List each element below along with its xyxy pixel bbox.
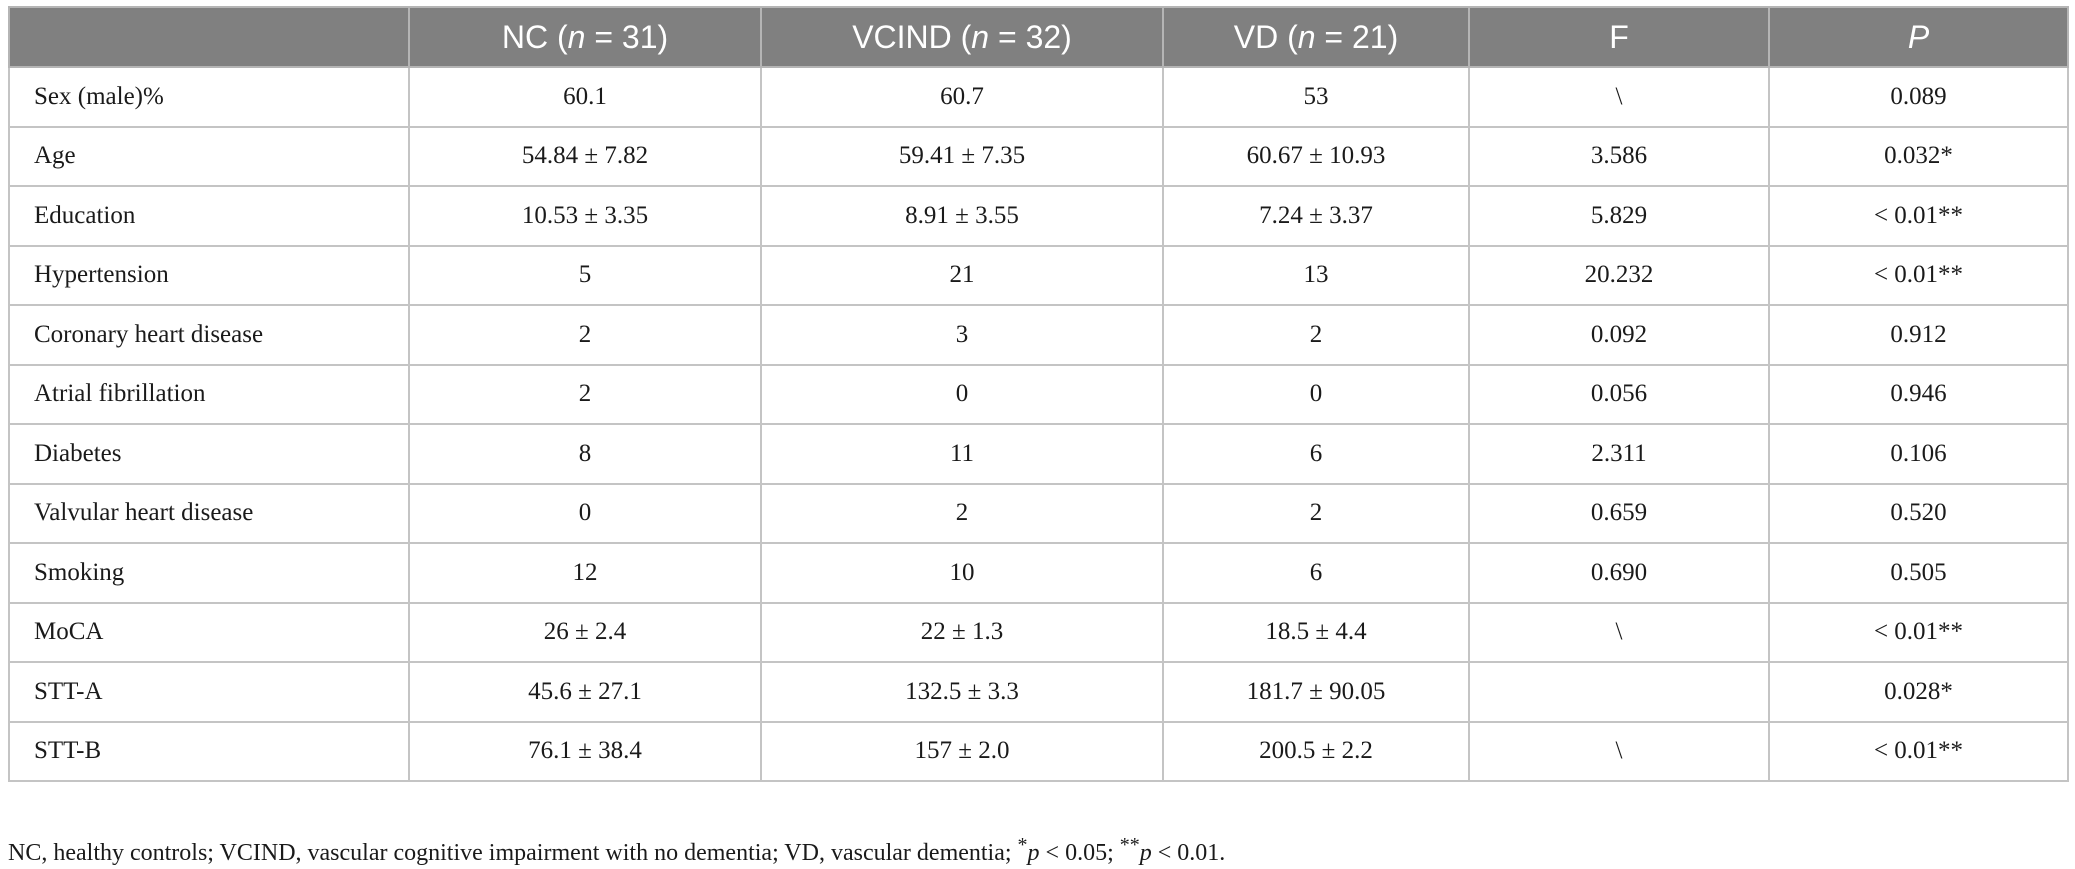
cell-vcind: 22 ± 1.3 [760, 601, 1164, 663]
cell-vcind: 59.41 ± 7.35 [760, 125, 1164, 187]
table-row: Atrial fibrillation 2 0 0 0.056 0.946 [8, 363, 2069, 425]
characteristics-table: NC (n = 31) VCIND (n = 32) VD (n = 21) F… [8, 6, 2069, 782]
cell-p: 0.912 [1768, 304, 2069, 366]
table-header: NC (n = 31) VCIND (n = 32) VD (n = 21) F… [8, 6, 2069, 68]
cell-vcind: 21 [760, 244, 1164, 306]
cell-nc: 45.6 ± 27.1 [408, 661, 762, 723]
cell-f: 2.311 [1468, 423, 1770, 485]
cell-vcind: 60.7 [760, 66, 1164, 128]
cell-vd: 2 [1162, 482, 1470, 544]
cell-vd: 200.5 ± 2.2 [1162, 720, 1470, 782]
header-cell-f: F [1468, 6, 1770, 68]
cell-f [1468, 661, 1770, 723]
header-cell-nc: NC (n = 31) [408, 6, 762, 68]
cell-vd: 0 [1162, 363, 1470, 425]
cell-f: 0.690 [1468, 542, 1770, 604]
cell-nc: 8 [408, 423, 762, 485]
cell-nc: 0 [408, 482, 762, 544]
cell-vcind: 132.5 ± 3.3 [760, 661, 1164, 723]
row-label: Sex (male)% [8, 66, 410, 128]
table-row: Hypertension 5 21 13 20.232 < 0.01** [8, 244, 2069, 306]
cell-vd: 13 [1162, 244, 1470, 306]
cell-f: \ [1468, 66, 1770, 128]
cell-nc: 2 [408, 363, 762, 425]
cell-vcind: 8.91 ± 3.55 [760, 185, 1164, 247]
table-row: Smoking 12 10 6 0.690 0.505 [8, 542, 2069, 604]
cell-vd: 18.5 ± 4.4 [1162, 601, 1470, 663]
cell-vd: 53 [1162, 66, 1470, 128]
row-label: Diabetes [8, 423, 410, 485]
table-body: Sex (male)% 60.1 60.7 53 \ 0.089 Age 54.… [8, 66, 2069, 782]
cell-nc: 60.1 [408, 66, 762, 128]
header-row: NC (n = 31) VCIND (n = 32) VD (n = 21) F… [8, 6, 2069, 68]
table-row: Education 10.53 ± 3.35 8.91 ± 3.55 7.24 … [8, 185, 2069, 247]
cell-f: 5.829 [1468, 185, 1770, 247]
cell-vcind: 11 [760, 423, 1164, 485]
cell-vd: 60.67 ± 10.93 [1162, 125, 1470, 187]
cell-vcind: 3 [760, 304, 1164, 366]
row-label: MoCA [8, 601, 410, 663]
cell-p: < 0.01** [1768, 720, 2069, 782]
cell-nc: 10.53 ± 3.35 [408, 185, 762, 247]
row-label: STT-A [8, 661, 410, 723]
cell-f: 0.092 [1468, 304, 1770, 366]
cell-f: \ [1468, 720, 1770, 782]
cell-vd: 6 [1162, 423, 1470, 485]
header-cell-p: P [1768, 6, 2069, 68]
cell-nc: 2 [408, 304, 762, 366]
table-row: Coronary heart disease 2 3 2 0.092 0.912 [8, 304, 2069, 366]
table-row: Sex (male)% 60.1 60.7 53 \ 0.089 [8, 66, 2069, 128]
cell-vd: 181.7 ± 90.05 [1162, 661, 1470, 723]
cell-nc: 76.1 ± 38.4 [408, 720, 762, 782]
table-row: STT-A 45.6 ± 27.1 132.5 ± 3.3 181.7 ± 90… [8, 661, 2069, 723]
table-footnote: NC, healthy controls; VCIND, vascular co… [8, 834, 1226, 866]
cell-p: < 0.01** [1768, 185, 2069, 247]
row-label: Hypertension [8, 244, 410, 306]
cell-p: 0.520 [1768, 482, 2069, 544]
cell-nc: 26 ± 2.4 [408, 601, 762, 663]
header-cell-vcind: VCIND (n = 32) [760, 6, 1164, 68]
table-row: Age 54.84 ± 7.82 59.41 ± 7.35 60.67 ± 10… [8, 125, 2069, 187]
cell-nc: 12 [408, 542, 762, 604]
row-label: STT-B [8, 720, 410, 782]
cell-nc: 5 [408, 244, 762, 306]
row-label: Smoking [8, 542, 410, 604]
cell-vcind: 157 ± 2.0 [760, 720, 1164, 782]
cell-p: < 0.01** [1768, 244, 2069, 306]
cell-vcind: 0 [760, 363, 1164, 425]
cell-p: < 0.01** [1768, 601, 2069, 663]
table-row: Diabetes 8 11 6 2.311 0.106 [8, 423, 2069, 485]
row-label: Atrial fibrillation [8, 363, 410, 425]
cell-p: 0.089 [1768, 66, 2069, 128]
cell-p: 0.032* [1768, 125, 2069, 187]
cell-f: 20.232 [1468, 244, 1770, 306]
table-row: MoCA 26 ± 2.4 22 ± 1.3 18.5 ± 4.4 \ < 0.… [8, 601, 2069, 663]
cell-vcind: 2 [760, 482, 1164, 544]
cell-f: 0.056 [1468, 363, 1770, 425]
cell-f: 3.586 [1468, 125, 1770, 187]
row-label: Education [8, 185, 410, 247]
table-container: NC (n = 31) VCIND (n = 32) VD (n = 21) F… [8, 6, 2069, 782]
cell-p: 0.505 [1768, 542, 2069, 604]
row-label: Age [8, 125, 410, 187]
table-row: STT-B 76.1 ± 38.4 157 ± 2.0 200.5 ± 2.2 … [8, 720, 2069, 782]
cell-p: 0.028* [1768, 661, 2069, 723]
table-row: Valvular heart disease 0 2 2 0.659 0.520 [8, 482, 2069, 544]
cell-vd: 7.24 ± 3.37 [1162, 185, 1470, 247]
cell-vd: 6 [1162, 542, 1470, 604]
row-label: Valvular heart disease [8, 482, 410, 544]
row-label: Coronary heart disease [8, 304, 410, 366]
cell-f: \ [1468, 601, 1770, 663]
header-cell-label [8, 6, 410, 68]
cell-p: 0.106 [1768, 423, 2069, 485]
cell-f: 0.659 [1468, 482, 1770, 544]
cell-vd: 2 [1162, 304, 1470, 366]
cell-nc: 54.84 ± 7.82 [408, 125, 762, 187]
cell-p: 0.946 [1768, 363, 2069, 425]
cell-vcind: 10 [760, 542, 1164, 604]
header-cell-vd: VD (n = 21) [1162, 6, 1470, 68]
